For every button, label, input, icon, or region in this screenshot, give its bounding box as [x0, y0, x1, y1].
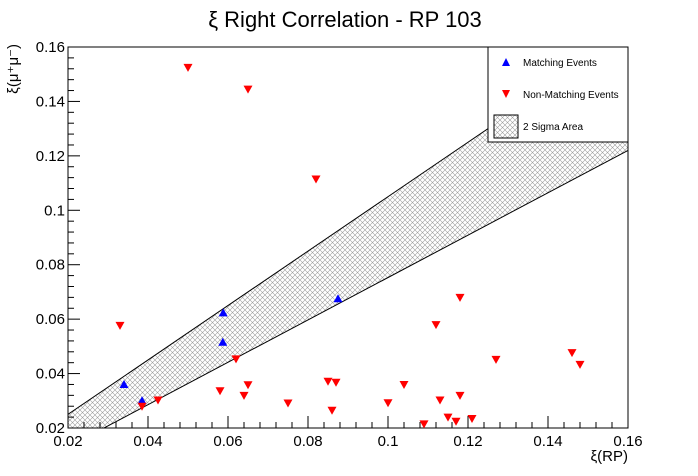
x-tick-label: 0.14 [533, 433, 562, 450]
x-tick-label: 0.06 [213, 433, 242, 450]
nonmatching-event-point [451, 417, 461, 426]
x-tick-label: 0.08 [293, 433, 322, 450]
legend-matching-label: Matching Events [523, 58, 597, 69]
x-tick-label: 0.04 [133, 433, 162, 450]
y-tick-label: 0.12 [36, 148, 65, 165]
nonmatching-event-point [137, 402, 147, 411]
nonmatching-event-point [435, 396, 445, 405]
nonmatching-event-point [331, 378, 341, 387]
nonmatching-event-point [419, 420, 429, 429]
y-axis-title: ξ(μ⁺μ⁻) [5, 44, 22, 94]
nonmatching-event-point [575, 360, 585, 369]
nonmatching-event-point [383, 399, 393, 408]
nonmatching-event-point [467, 414, 477, 423]
x-tick-label: 0.02 [53, 433, 82, 450]
x-tick-label: 0.16 [613, 433, 642, 450]
sigma-band-lower-edge [102, 149, 628, 428]
chart-title: ξ Right Correlation - RP 103 [208, 7, 482, 32]
nonmatching-event-point [183, 63, 193, 72]
y-tick-label: 0.14 [36, 93, 65, 110]
matching-event-point [333, 294, 343, 303]
axes-layer: 0.02 0.04 0.06 0.08 0.1 0.12 0.14 0.16 0.02 0.04 0… [36, 39, 643, 450]
nonmatching-event-point [283, 399, 293, 408]
nonmatching-event-point [243, 381, 253, 390]
nonmatching-event-point [115, 321, 125, 330]
legend-band-label: 2 Sigma Area [523, 122, 583, 133]
matching-event-point [218, 337, 228, 346]
nonmatching-event-point [153, 396, 163, 405]
nonmatching-event-point [443, 413, 453, 422]
y-tick-label: 0.06 [36, 311, 65, 328]
nonmatching-event-point [243, 85, 253, 94]
matching-event-point [119, 379, 129, 388]
nonmatching-event-point [231, 355, 241, 364]
y-tick-label: 0.02 [36, 420, 65, 437]
y-tick-label: 0.1 [44, 202, 65, 219]
nonmatching-event-point [215, 387, 225, 396]
y-tick-label: 0.04 [36, 366, 65, 383]
legend: Matching Events Non-Matching Events 2 Si… [487, 46, 629, 143]
nonmatching-event-point [567, 349, 577, 358]
nonmatching-event-point [239, 391, 249, 400]
x-axis-title: ξ(RP) [590, 448, 628, 465]
y-tick-label: 0.08 [36, 257, 65, 274]
y-tick-label: 0.16 [36, 39, 65, 56]
nonmatching-event-point [399, 380, 409, 389]
legend-band-swatch [493, 114, 519, 139]
nonmatching-event-point [311, 175, 321, 184]
nonmatching-event-point [323, 377, 333, 386]
points-layer [115, 63, 585, 429]
legend-nonmatching-label: Non-Matching Events [523, 90, 619, 101]
legend-nonmatching-marker [502, 90, 510, 98]
plot-frame [67, 46, 629, 429]
nonmatching-event-point [327, 406, 337, 415]
x-tick-label: 0.1 [378, 433, 399, 450]
nonmatching-event-point [455, 293, 465, 302]
matching-event-point [137, 396, 147, 405]
nonmatching-event-point [491, 355, 501, 364]
nonmatching-event-point [455, 391, 465, 400]
nonmatching-event-point [431, 321, 441, 330]
matching-event-point [218, 308, 228, 317]
x-tick-label: 0.12 [453, 433, 482, 450]
legend-matching-marker [502, 58, 510, 66]
